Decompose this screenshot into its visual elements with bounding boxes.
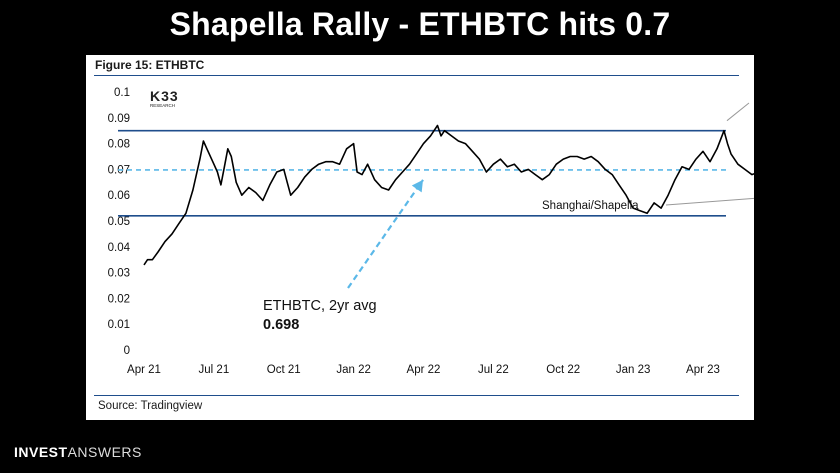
brand-light: ANSWERS xyxy=(67,444,142,460)
average-label: ETHBTC, 2yr avg xyxy=(263,298,377,314)
x-tick-label: Apr 22 xyxy=(407,364,441,376)
k33-logo-subtext: RESEARCH xyxy=(150,103,175,108)
brand-bold: INVEST xyxy=(14,444,68,460)
y-tick-label: 0 xyxy=(124,345,130,357)
brand-logo: INVESTANSWERS xyxy=(14,444,142,460)
average-arrow-line xyxy=(347,179,424,289)
average-value-label: 0.698 xyxy=(263,317,299,333)
x-tick-label: Oct 22 xyxy=(546,364,580,376)
ethbtc-chart: 00.010.020.030.040.050.060.070.080.090.1… xyxy=(108,87,754,376)
x-tick-label: Jan 23 xyxy=(616,364,651,376)
headline: Shapella Rally - ETHBTC hits 0.7 xyxy=(169,6,671,42)
figure-panel: Figure 15: ETHBTC 0 0.01 0.02 0.03 0.04 0.05 0… xyxy=(86,55,754,420)
x-tick-label: Apr 21 xyxy=(127,364,161,376)
k33-logo: K33 xyxy=(150,88,179,104)
y-tick-label: 0.1 xyxy=(114,87,130,99)
figure-title: Figure 15: ETHBTC xyxy=(95,58,205,72)
figure-bottom-rule xyxy=(94,395,739,396)
y-tick-label: 0.06 xyxy=(108,190,130,202)
ethbtc-price-line xyxy=(143,124,754,266)
x-tick-label: Apr 23 xyxy=(686,364,720,376)
y-tick-label: 0.03 xyxy=(108,268,130,280)
y-tick-label: 0.02 xyxy=(108,293,130,305)
y-tick-label: 0.08 xyxy=(108,139,130,151)
source-note: Source: Tradingview xyxy=(98,400,203,412)
figure-top-rule xyxy=(94,75,739,76)
x-tick-label: Oct 21 xyxy=(267,364,301,376)
x-tick-label: Jul 22 xyxy=(478,364,509,376)
shapella-leader-line xyxy=(665,197,754,206)
y-tick-label: 0.01 xyxy=(108,319,130,331)
y-tick-label: 0.09 xyxy=(108,113,130,125)
x-tick-label: Jan 22 xyxy=(336,364,371,376)
average-arrow-head xyxy=(411,179,423,193)
y-tick-label: 0.04 xyxy=(108,242,131,254)
the-merge-leader-line xyxy=(726,102,750,122)
y-tick-label: 0.05 xyxy=(108,216,130,228)
x-tick-label: Jul 21 xyxy=(199,364,230,376)
shapella-label: Shanghai/Shapella xyxy=(542,200,639,212)
